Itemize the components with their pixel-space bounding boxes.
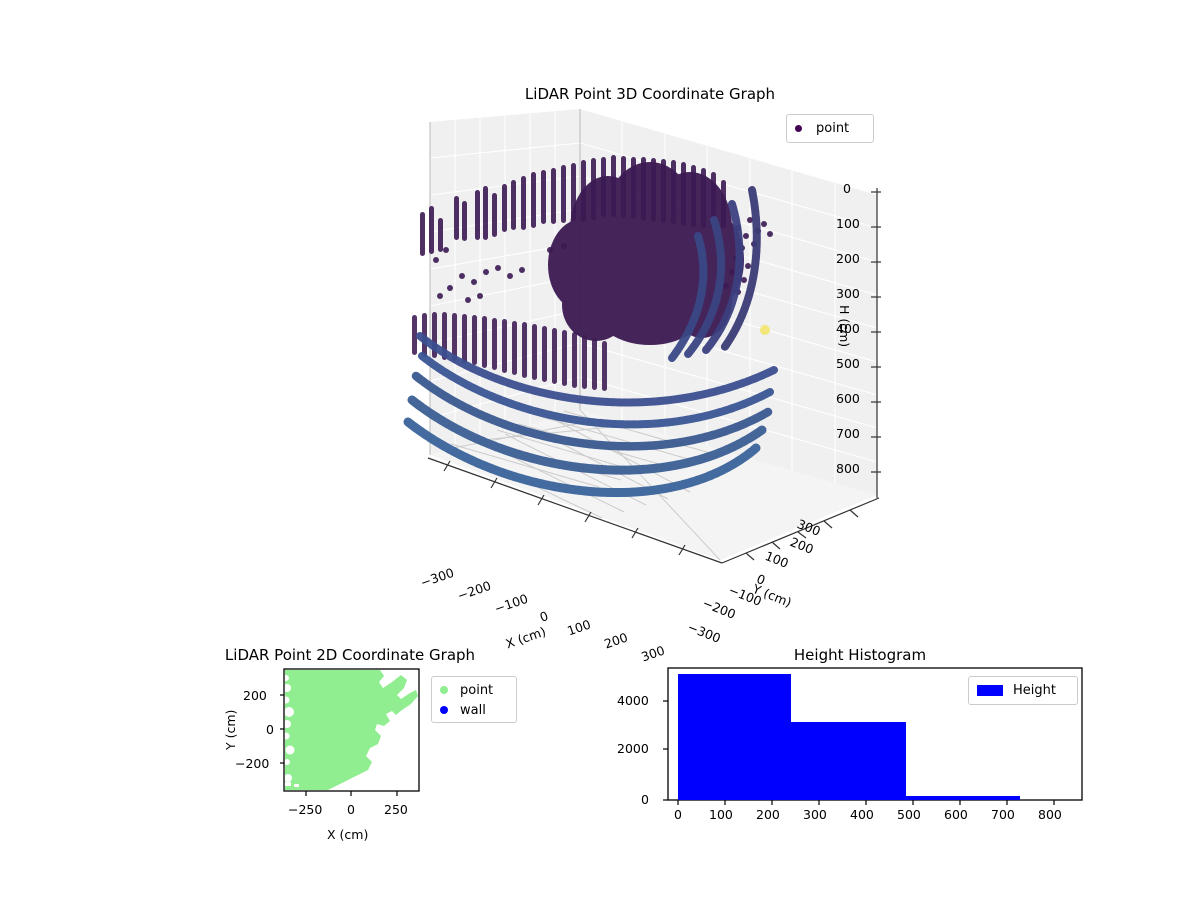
histogram-legend-label-height: Height (1013, 682, 1056, 698)
scatter2d-xtick-250: 250 (384, 802, 408, 817)
legend-marker-wall-icon (440, 706, 448, 714)
histogram-xtick-800: 800 (1038, 807, 1062, 822)
scatter2d-ytick-0: 0 (266, 722, 274, 737)
histogram-ytick-4000: 4000 (617, 693, 649, 708)
scatter2d-title: LiDAR Point 2D Coordinate Graph (224, 646, 476, 664)
scatter3d-ztick-400: 400 (836, 321, 860, 336)
histogram-ytick-0: 0 (641, 792, 649, 807)
legend-swatch-height-icon (977, 684, 1003, 696)
scatter2d-legend-label-wall: wall (460, 702, 486, 718)
histogram-ytick-2000: 2000 (617, 741, 649, 756)
scatter3d-zlabel: H (cm) (837, 305, 852, 348)
outlier-point (760, 325, 770, 335)
scatter3d-axes (403, 109, 881, 564)
scatter3d-ztick-800: 800 (836, 461, 860, 476)
scatter3d-legend[interactable]: point (786, 114, 874, 143)
histogram-bar-1 (678, 674, 791, 800)
legend-marker-point-2d-icon (440, 686, 448, 694)
scatter2d-xtick-0: 0 (347, 802, 355, 817)
scatter3d-ztick-0: 0 (843, 181, 851, 196)
point-cloud-3d (403, 155, 778, 498)
z-axis-spine (871, 188, 881, 498)
histogram-xtick-400: 400 (850, 807, 874, 822)
histogram-bars (678, 674, 1020, 800)
scatter2d-ticks (280, 694, 398, 796)
scatter2d-ytick-200: 200 (243, 688, 267, 703)
y-axis-spine (721, 497, 880, 564)
histogram-xtick-0: 0 (674, 807, 682, 822)
scatter2d-xtick--250: −250 (288, 802, 323, 817)
scatter2d-axes (280, 668, 420, 796)
histogram-xtick-600: 600 (944, 807, 968, 822)
point-cloud-2d (285, 670, 418, 790)
histogram-xtick-700: 700 (991, 807, 1015, 822)
scatter3d-ztick-100: 100 (836, 216, 860, 231)
scatter3d-ztick-300: 300 (836, 286, 860, 301)
histogram-bar-2 (791, 722, 906, 800)
histogram-legend[interactable]: Height (968, 676, 1078, 705)
x-axis-spine (427, 457, 723, 564)
scatter2d-xlabel: X (cm) (327, 827, 369, 842)
histogram-xtick-100: 100 (709, 807, 733, 822)
histogram-xtick-200: 200 (756, 807, 780, 822)
scatter2d-legend[interactable]: point wall (431, 676, 517, 723)
scatter3d-legend-label-point: point (816, 120, 850, 136)
histogram-title: Height Histogram (793, 646, 927, 664)
scatter3d-ztick-200: 200 (836, 251, 860, 266)
scatter2d-ytick--200: −200 (235, 756, 270, 771)
legend-marker-point-icon (795, 124, 802, 132)
histogram-ticks (663, 700, 1055, 805)
pane-floor (430, 410, 877, 560)
scatter2d-ylabel: Y (cm) (223, 709, 238, 750)
histogram-xtick-300: 300 (803, 807, 827, 822)
scatter3d-ztick-700: 700 (836, 426, 860, 441)
histogram-xtick-500: 500 (897, 807, 921, 822)
scatter3d-ztick-600: 600 (836, 391, 860, 406)
scatter3d-title: LiDAR Point 3D Coordinate Graph (524, 85, 776, 103)
scatter2d-legend-label-point: point (460, 682, 494, 698)
scatter3d-ztick-500: 500 (836, 356, 860, 371)
histogram-bar-3 (906, 796, 1020, 800)
